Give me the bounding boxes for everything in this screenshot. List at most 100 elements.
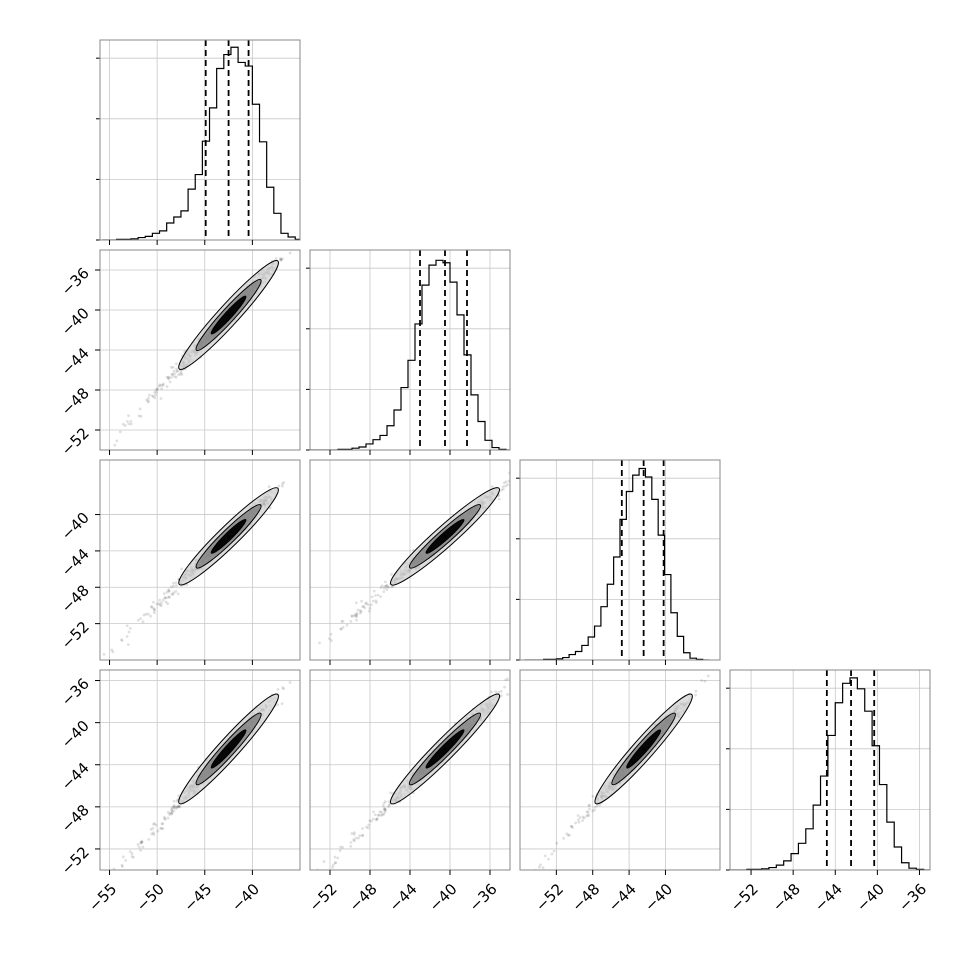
y-tick-label: −52 xyxy=(58,424,93,459)
scatter-point xyxy=(282,687,286,691)
scatter-point xyxy=(111,650,115,654)
peak-marker xyxy=(227,313,231,317)
scatter-point xyxy=(375,817,379,821)
scatter-point xyxy=(331,865,334,869)
scatter-point xyxy=(121,422,125,426)
y-tick-label: −44 xyxy=(58,759,93,794)
scatter-point xyxy=(539,873,542,876)
x-tick-label: −50 xyxy=(133,880,168,915)
scatter-point xyxy=(164,600,168,604)
scatter-point xyxy=(127,414,130,418)
scatter-point xyxy=(281,482,284,486)
scatter-panel-2-3: −52 −48 −44 −40 xyxy=(519,669,721,915)
scatter-point xyxy=(278,257,282,260)
scatter-point xyxy=(146,399,150,403)
scatter-point xyxy=(128,850,132,854)
scatter-point xyxy=(506,483,509,487)
scatter-panel-0-2: −40−44−48−52 xyxy=(58,459,301,665)
x-tick-label: −44 xyxy=(386,880,421,915)
scatter-point xyxy=(177,794,181,798)
scatter-point xyxy=(547,857,550,861)
scatter-point xyxy=(168,813,171,816)
scatter-point xyxy=(174,581,178,585)
scatter-point xyxy=(387,585,391,589)
scatter-point xyxy=(352,832,356,836)
scatter-point xyxy=(502,481,506,485)
scatter-point xyxy=(175,370,179,374)
scatter-point xyxy=(156,829,160,833)
scatter-point xyxy=(161,382,165,386)
scatter-point xyxy=(280,702,284,706)
panel-plot-area xyxy=(520,670,720,876)
scatter-point xyxy=(106,874,109,877)
scatter-point xyxy=(267,485,271,489)
scatter-point xyxy=(165,596,169,600)
scatter-point xyxy=(361,827,364,830)
panel-frame xyxy=(519,459,721,661)
panel-frame xyxy=(99,39,301,241)
scatter-point xyxy=(174,362,178,366)
scatter-point xyxy=(157,602,161,606)
scatter-point xyxy=(175,805,179,809)
scatter-point xyxy=(268,506,272,510)
scatter-point xyxy=(165,375,169,379)
scatter-point xyxy=(163,596,167,600)
scatter-point xyxy=(506,693,510,696)
scatter-point xyxy=(102,652,106,656)
scatter-point xyxy=(174,806,178,810)
scatter-point xyxy=(349,619,353,623)
y-tick-label: −40 xyxy=(58,304,93,339)
scatter-point xyxy=(172,806,176,809)
scatter-point xyxy=(152,611,156,615)
scatter-point xyxy=(281,257,284,261)
scatter-point xyxy=(357,836,360,840)
x-tick-label: −45 xyxy=(180,880,215,915)
scatter-point xyxy=(358,834,362,838)
scatter-point xyxy=(350,832,354,835)
scatter-point xyxy=(383,800,387,803)
scatter-point xyxy=(382,586,386,590)
scatter-point xyxy=(367,823,371,827)
scatter-point xyxy=(163,817,167,821)
scatter-point xyxy=(171,365,175,369)
scatter-point xyxy=(153,396,157,400)
panel-plot-area xyxy=(520,460,720,660)
scatter-point xyxy=(383,808,386,812)
scatter-point xyxy=(120,863,124,867)
scatter-point xyxy=(352,838,356,842)
scatter-point xyxy=(154,393,157,397)
scatter-point xyxy=(374,601,378,605)
scatter-point xyxy=(281,686,285,690)
scatter-point xyxy=(494,690,498,694)
scatter-point xyxy=(334,861,338,865)
scatter-point xyxy=(136,843,140,846)
scatter-point xyxy=(158,598,161,602)
panel-plot-area xyxy=(100,250,300,450)
scatter-point xyxy=(139,841,143,844)
scatter-point xyxy=(370,595,374,599)
scatter-point xyxy=(355,612,359,615)
scatter-point xyxy=(339,627,343,631)
peak-marker xyxy=(443,747,447,751)
scatter-point xyxy=(159,397,163,400)
scatter-point xyxy=(363,606,367,610)
scatter-point xyxy=(384,580,387,584)
scatter-point xyxy=(381,804,385,808)
scatter-point xyxy=(370,819,373,823)
panel-frame xyxy=(99,459,301,661)
scatter-point xyxy=(170,373,174,376)
y-tick-label: −40 xyxy=(58,509,93,544)
scatter-point xyxy=(155,387,159,391)
scatter-point xyxy=(384,584,388,588)
scatter-point xyxy=(369,603,373,607)
scatter-point xyxy=(152,600,155,604)
scatter-point xyxy=(384,809,388,812)
x-tick-label: −40 xyxy=(228,880,263,915)
scatter-point xyxy=(153,391,156,394)
scatter-point xyxy=(349,841,353,844)
scatter-point xyxy=(140,840,144,844)
scatter-point xyxy=(282,481,286,484)
scatter-point xyxy=(152,822,155,826)
scatter-point xyxy=(322,860,326,864)
x-tick-label: −36 xyxy=(466,880,501,915)
